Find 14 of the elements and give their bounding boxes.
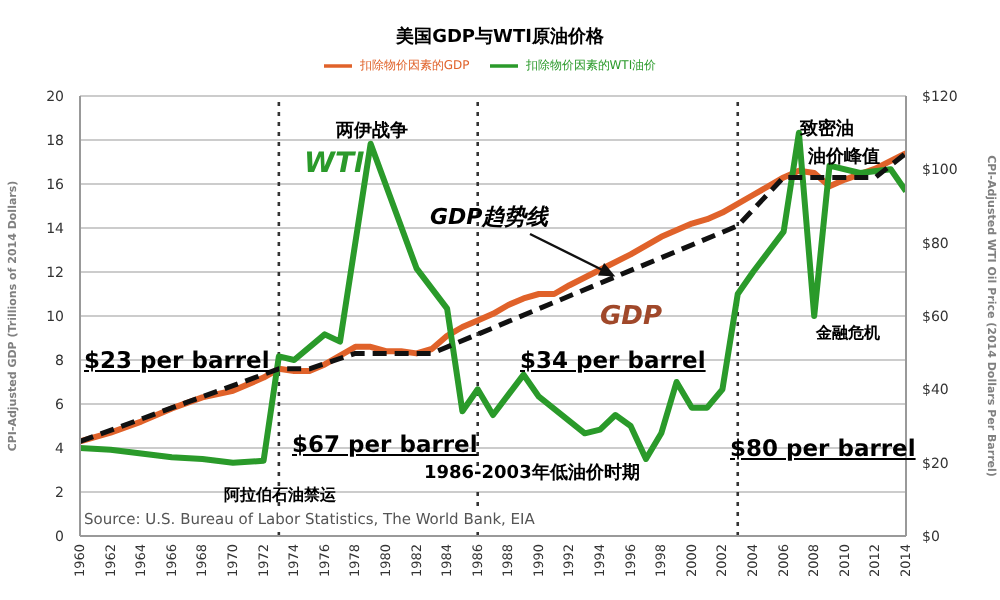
annotation: 油价峰值 xyxy=(808,148,880,170)
annotation: $34 per barrel xyxy=(520,346,706,374)
annotation: GDP xyxy=(600,302,662,333)
chart-title: 美国GDP与WTI原油价格 xyxy=(394,24,606,50)
annotation: 两伊战争 xyxy=(336,122,408,144)
annotation: 阿拉伯石油禁运 xyxy=(224,486,336,506)
annotation: $23 per barrel xyxy=(84,346,270,374)
annotation: 致密油 xyxy=(800,120,854,142)
annotation: $67 per barrel xyxy=(292,430,478,458)
annotation: WTI xyxy=(304,148,365,181)
annotation: $80 per barrel xyxy=(730,434,916,462)
annotation: 1986-2003年低油价时期 xyxy=(424,464,640,486)
annotation: 金融危机 xyxy=(816,324,880,344)
annotation: GDP趋势线 xyxy=(430,204,549,231)
